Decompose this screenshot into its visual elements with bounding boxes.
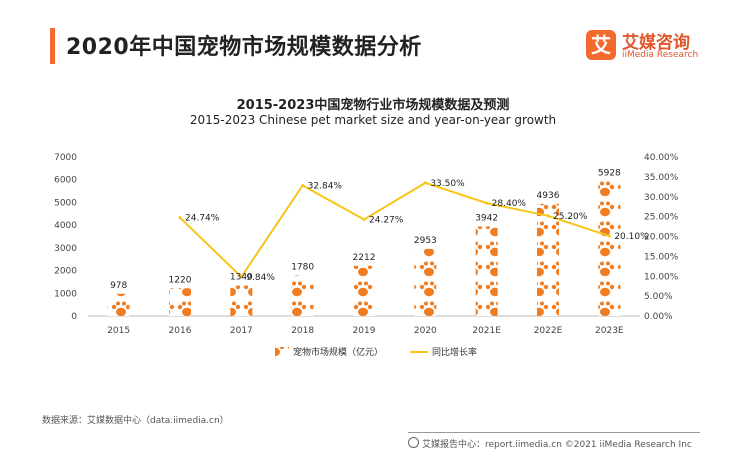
bar-value-label: 2212 — [353, 253, 376, 263]
x-tick-label: 2015 — [107, 326, 130, 336]
x-tick-label: 2020 — [414, 326, 437, 336]
growth-rate-point — [423, 181, 427, 185]
source-note: 数据来源：艾媒数据中心（data.iimedia.cn） — [42, 416, 229, 426]
chart-subtitle: 2015-2023 Chinese pet market size and ye… — [189, 113, 557, 127]
y-left-tick-label: 1000 — [54, 289, 77, 299]
legend-label-growth-rate: 同比增长率 — [432, 346, 477, 358]
growth-rate-point — [301, 183, 305, 187]
footer-text: 艾媒报告中心：report.iimedia.cn ©2021 iiMedia R… — [422, 440, 692, 450]
bar-value-label: 1340 — [230, 273, 253, 283]
page-title: 2020年中国宠物市场规模数据分析 — [66, 35, 422, 60]
y-right-tick-label: 10.00% — [644, 272, 679, 282]
bar-market-size — [414, 248, 437, 316]
y-right-tick-label: 0.00% — [644, 312, 673, 322]
line-value-label: 9.84% — [246, 273, 275, 283]
growth-rate-point — [546, 214, 550, 218]
line-value-label: 28.40% — [492, 199, 527, 209]
line-value-label: 32.84% — [308, 181, 343, 191]
legend-swatch-market-size — [275, 347, 289, 357]
bar-value-label: 1220 — [169, 275, 192, 285]
y-left-tick-label: 4000 — [54, 221, 77, 231]
bar-value-label: 4936 — [537, 191, 560, 201]
bar-market-size — [475, 226, 498, 316]
y-right-tick-label: 30.00% — [644, 193, 679, 203]
bar-value-label: 3942 — [475, 213, 498, 223]
y-left-tick-label: 2000 — [54, 267, 77, 277]
x-tick-label: 2023E — [595, 326, 624, 336]
line-value-label: 25.20% — [553, 212, 588, 222]
logo-mark-icon: 艾 — [586, 30, 616, 60]
y-left-tick-label: 6000 — [54, 176, 77, 186]
growth-rate-point — [607, 234, 611, 238]
bar-market-size — [598, 181, 621, 316]
x-tick-label: 2016 — [169, 326, 192, 336]
x-tick-label: 2017 — [230, 326, 253, 336]
y-right-tick-label: 20.00% — [644, 233, 679, 243]
bar-value-label: 5928 — [598, 168, 621, 178]
y-right-tick-label: 5.00% — [644, 292, 673, 302]
y-right-tick-label: 35.00% — [644, 173, 679, 183]
y-right-tick-label: 25.00% — [644, 213, 679, 223]
legend-label-market-size: 宠物市场规模（亿元） — [293, 346, 383, 358]
y-right-tick-label: 40.00% — [644, 153, 679, 163]
bar-value-label: 1780 — [291, 263, 314, 273]
x-tick-label: 2018 — [291, 326, 314, 336]
logo-name-cn: 艾媒咨询 — [622, 33, 690, 53]
bar-market-size — [169, 288, 191, 316]
bar-value-label: 2953 — [414, 236, 437, 246]
growth-rate-point — [362, 218, 366, 222]
growth-rate-point — [485, 201, 489, 205]
report-center-icon — [408, 437, 419, 448]
logo-name-en: iiMedia Research — [622, 50, 699, 60]
bar-market-size — [537, 203, 559, 316]
x-tick-label: 2022E — [534, 326, 563, 336]
y-left-tick-label: 5000 — [54, 198, 77, 208]
y-left-tick-label: 3000 — [54, 244, 77, 254]
chart-title: 2015-2023中国宠物行业市场规模数据及预测 — [236, 98, 510, 113]
y-left-tick-label: 0 — [71, 312, 77, 322]
x-tick-label: 2019 — [353, 326, 376, 336]
series-line-growth-rate — [179, 181, 610, 279]
iimedia-logo[interactable]: 艾 艾媒咨询 iiMedia Research — [586, 28, 736, 68]
line-value-label: 24.74% — [185, 214, 220, 224]
y-left-tick-label: 7000 — [54, 153, 77, 163]
bar-market-size — [230, 285, 253, 316]
line-value-label: 20.10% — [614, 232, 649, 242]
growth-rate-point — [239, 275, 243, 279]
growth-rate-point — [178, 216, 182, 220]
bar-value-label: 978 — [110, 281, 127, 291]
y-right-tick-label: 15.00% — [644, 252, 679, 262]
x-tick-label: 2021E — [472, 326, 501, 336]
line-value-label: 33.50% — [430, 179, 465, 189]
bar-market-size — [353, 265, 375, 316]
line-value-label: 24.27% — [369, 216, 404, 226]
footer-divider — [408, 432, 700, 433]
title-accent-bar — [50, 28, 55, 64]
bar-market-size — [291, 275, 314, 316]
footer: 艾媒报告中心：report.iimedia.cn ©2021 iiMedia R… — [408, 437, 692, 450]
bar-market-size — [107, 293, 130, 316]
